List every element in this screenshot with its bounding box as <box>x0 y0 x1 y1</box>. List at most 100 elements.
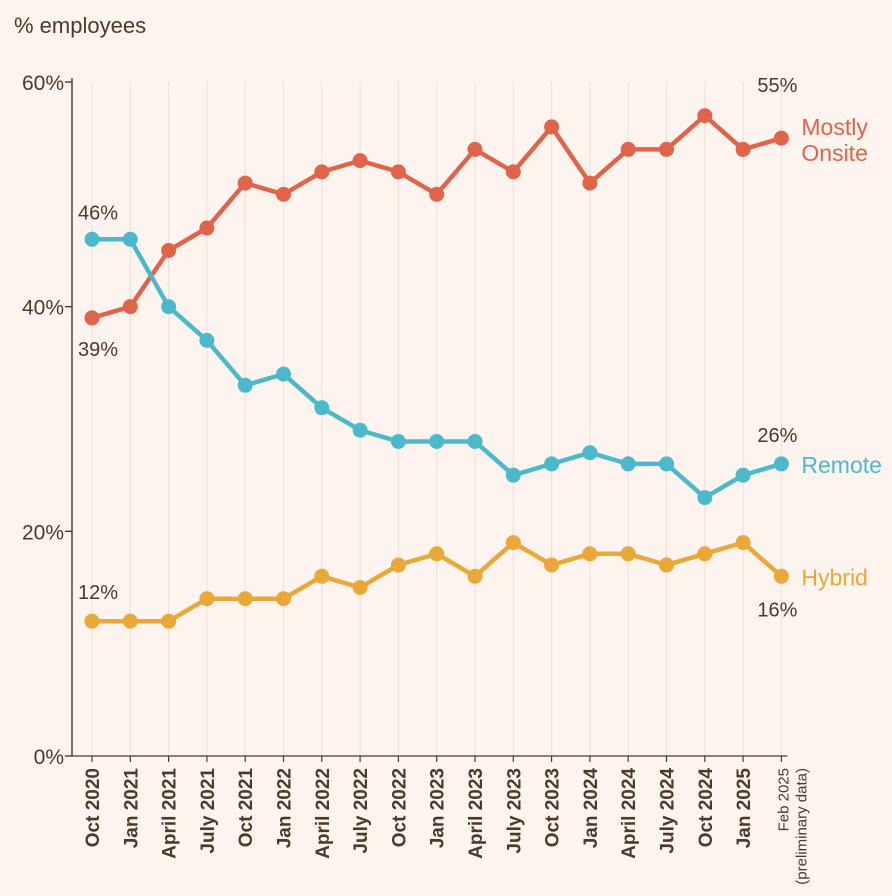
series-name-remote: Remote <box>801 452 882 478</box>
data-point <box>161 299 177 315</box>
start-label-hybrid: 12% <box>78 582 118 604</box>
series-layer <box>84 108 789 629</box>
y-tick-label: 60% <box>22 72 64 95</box>
data-point <box>161 613 177 629</box>
data-point <box>199 591 215 607</box>
data-point <box>352 153 368 169</box>
data-point <box>582 175 598 191</box>
data-point <box>390 164 406 180</box>
axis-layer: 0% 20% 40% 60% Oct 2020 Jan 2021 April 2021 Jul… <box>22 72 810 885</box>
end-label-onsite: 55% <box>757 75 797 97</box>
x-tick-label: Jan 2024 <box>581 768 602 849</box>
x-tick-label: April 2023 <box>466 768 487 859</box>
series-name-onsite: Onsite <box>801 140 867 166</box>
x-tick-label: Oct 2023 <box>543 768 564 847</box>
end-label-hybrid: 16% <box>757 599 797 621</box>
series-hybrid <box>84 535 789 629</box>
series-remote <box>84 231 789 506</box>
data-point <box>390 433 406 449</box>
data-point <box>467 433 483 449</box>
data-point <box>276 591 291 607</box>
data-point <box>84 231 100 247</box>
data-point <box>544 456 560 472</box>
data-point <box>122 613 138 629</box>
start-label-remote: 46% <box>78 202 118 224</box>
end-label-remote: 26% <box>757 425 797 447</box>
data-point <box>544 557 560 573</box>
y-tick-label: 20% <box>22 521 64 544</box>
data-point <box>276 366 291 382</box>
x-tick-label: Oct 2021 <box>236 768 257 848</box>
data-point <box>505 164 521 180</box>
data-point <box>122 299 138 315</box>
x-tick-label: Jan 2023 <box>428 768 449 848</box>
series-name-onsite: Mostly <box>801 114 868 140</box>
data-point <box>314 400 330 416</box>
data-point <box>773 130 789 146</box>
x-tick-label: July 2024 <box>658 768 679 854</box>
x-tick-label: Oct 2020 <box>83 768 104 847</box>
x-tick-label: Oct 2022 <box>389 768 410 847</box>
series-mostly-onsite <box>84 108 789 326</box>
data-point <box>276 186 291 202</box>
data-point <box>237 377 253 393</box>
data-point <box>237 591 253 607</box>
data-point <box>161 243 177 258</box>
x-tick-label: April 2021 <box>160 768 181 859</box>
data-point <box>582 445 598 461</box>
data-point <box>659 557 674 573</box>
x-tick-label: Oct 2024 <box>696 768 717 848</box>
data-point <box>505 535 521 551</box>
x-tick-note: (preliminary data) <box>793 768 810 885</box>
y-axis-label: % employees <box>14 13 146 38</box>
data-point <box>429 433 445 449</box>
x-tick-label: April 2022 <box>313 768 334 859</box>
data-point <box>237 175 253 191</box>
data-point <box>620 546 636 562</box>
data-point <box>697 490 713 506</box>
data-point <box>620 141 636 157</box>
data-point <box>620 456 636 472</box>
data-point <box>467 141 483 157</box>
y-tick-label: 0% <box>34 746 64 769</box>
data-point <box>773 568 789 584</box>
data-point <box>735 535 751 551</box>
x-tick-label: Jan 2025 <box>734 768 755 849</box>
x-tick-label: Feb 2025 <box>775 768 792 831</box>
data-point <box>199 220 215 236</box>
data-point <box>352 580 368 595</box>
x-tick-label: Jan 2021 <box>121 768 142 849</box>
data-point <box>544 119 560 135</box>
data-point <box>697 108 713 124</box>
data-point <box>735 141 751 157</box>
data-point <box>773 456 789 472</box>
start-label-onsite: 39% <box>78 339 118 361</box>
data-point <box>314 164 330 180</box>
data-point <box>582 546 598 562</box>
data-point <box>199 332 215 348</box>
data-point <box>314 568 330 584</box>
data-point <box>429 546 445 562</box>
data-point <box>390 557 406 573</box>
grid-layer <box>91 82 782 756</box>
x-tick-label: July 2023 <box>504 768 525 854</box>
data-point <box>659 141 674 157</box>
data-point <box>352 422 368 438</box>
data-point <box>84 613 100 629</box>
data-point <box>697 546 713 562</box>
data-point <box>122 231 138 247</box>
x-tick-label: Jan 2022 <box>275 768 296 848</box>
x-tick-label: July 2022 <box>351 768 372 854</box>
x-tick-label: April 2024 <box>619 768 640 859</box>
data-point <box>84 310 100 326</box>
series-name-hybrid: Hybrid <box>801 564 867 590</box>
data-point <box>467 568 483 584</box>
x-tick-label: July 2021 <box>198 768 219 854</box>
data-point <box>735 467 751 483</box>
data-point <box>659 456 674 472</box>
y-tick-label: 40% <box>22 297 64 320</box>
data-point <box>505 467 521 483</box>
